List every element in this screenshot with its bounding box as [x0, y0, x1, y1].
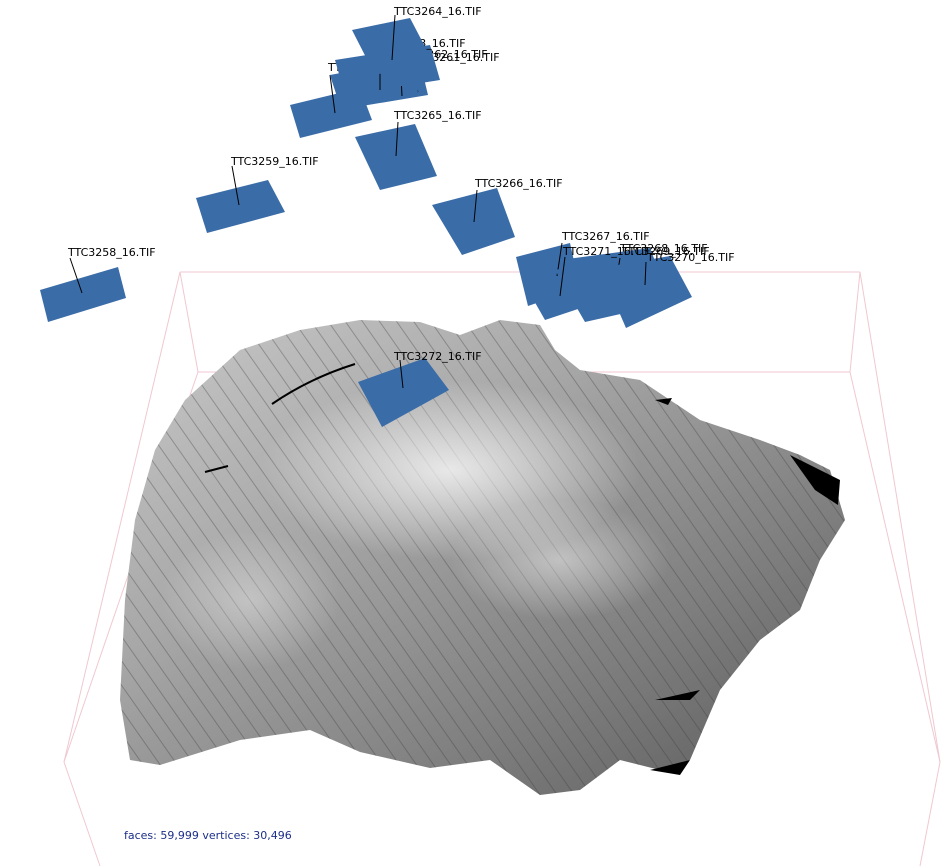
camera-14[interactable]: TTC3271_16.TIF	[525, 245, 651, 320]
mesh-highlight-3	[160, 530, 340, 670]
camera-frustum[interactable]	[355, 124, 437, 190]
camera-frustum[interactable]	[196, 180, 285, 233]
camera-stem	[329, 74, 336, 114]
camera-frustum[interactable]	[525, 270, 605, 320]
camera-label: TTC3270_16.TIF	[646, 251, 735, 264]
camera-label: TTC3265_16.TIF	[393, 109, 482, 122]
mesh-hole	[655, 398, 672, 405]
camera-label: TTC3269_16.TIF	[621, 245, 710, 258]
mesh-stats: faces: 59,999 vertices: 30,496	[124, 829, 292, 842]
mesh-hole	[790, 455, 840, 505]
mesh-crack	[271, 363, 356, 405]
camera-frustum[interactable]	[358, 358, 449, 427]
mesh-crack	[204, 465, 229, 473]
camera-stem	[231, 165, 240, 206]
camera-label: TTC3272_16.TIF	[393, 350, 482, 363]
camera-9[interactable]: TTC3266_16.TIF	[432, 177, 563, 255]
camera-frustum[interactable]	[600, 256, 692, 328]
camera-stem	[399, 359, 404, 389]
camera-7[interactable]: TTC3264_16.TIF	[352, 5, 482, 75]
camera-frustum[interactable]	[40, 267, 126, 322]
mesh-highlight-2	[450, 500, 670, 620]
camera-2[interactable]: TTC3259_16.TIF	[196, 155, 319, 233]
camera-stem	[473, 189, 478, 223]
camera-1[interactable]: TTC3258_16.TIF	[40, 246, 156, 322]
camera-stem	[391, 14, 396, 61]
camera-label: TTC3266_16.TIF	[474, 177, 563, 190]
camera-label: TTC3264_16.TIF	[393, 5, 482, 18]
camera-stem	[559, 256, 566, 297]
camera-stem	[69, 257, 83, 294]
mesh-hole	[650, 760, 690, 775]
camera-group[interactable]: TTC3258_16.TIFTTC3259_16.TIFTTC3260_16.T…	[40, 5, 735, 427]
camera-label: TTC3267_16.TIF	[561, 230, 650, 243]
camera-stem	[395, 121, 399, 157]
camera-stem	[644, 261, 647, 286]
camera-label: TTC3271_16.TIF	[562, 245, 651, 258]
camera-15[interactable]: TTC3272_16.TIF	[358, 350, 482, 427]
mesh-model[interactable]	[120, 320, 845, 795]
camera-frustum[interactable]	[432, 188, 515, 255]
camera-13[interactable]: TTC3270_16.TIF	[600, 251, 735, 328]
camera-8[interactable]: TTC3265_16.TIF	[355, 109, 482, 190]
camera-label: TTC3258_16.TIF	[67, 246, 156, 259]
camera-label: TTC3259_16.TIF	[230, 155, 319, 168]
mesh-hole	[655, 690, 700, 700]
